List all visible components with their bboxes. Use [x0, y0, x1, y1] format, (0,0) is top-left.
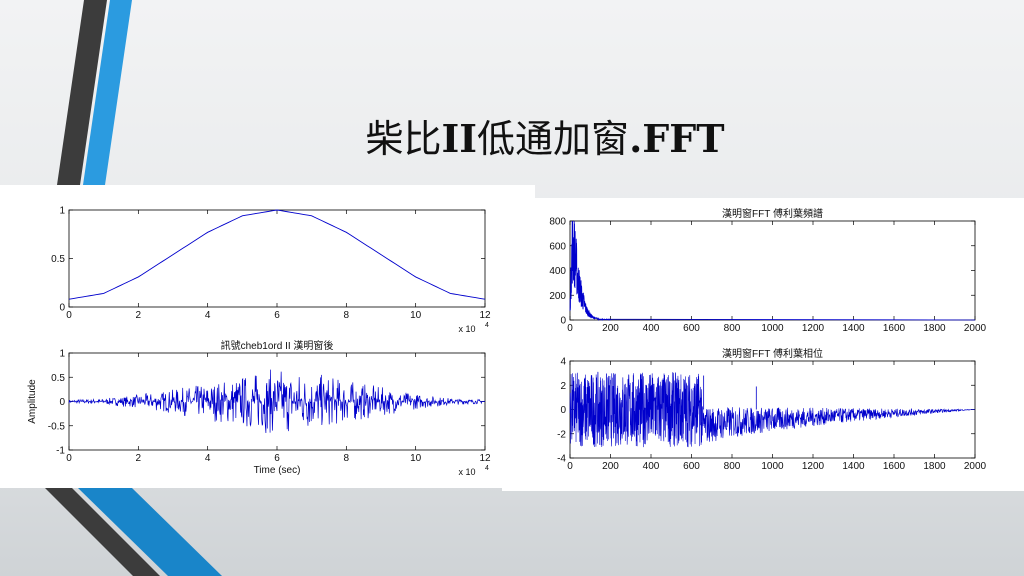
y-tick-label: 4 — [560, 357, 566, 368]
top-dark-stripe — [57, 0, 107, 185]
x-tick-label: 2 — [136, 453, 142, 464]
x-tick-label: 800 — [724, 323, 741, 334]
top-blue-stripe — [83, 0, 132, 185]
title-roman-part: II — [441, 116, 478, 161]
y-tick-label: 600 — [549, 241, 566, 252]
x-tick-label: 6 — [274, 310, 280, 321]
chart-title: 訊號cheb1ord II 漢明窗後 — [221, 339, 334, 352]
y-tick-label: 0.5 — [51, 373, 65, 384]
x-tick-label: 12 — [479, 310, 491, 321]
x-tick-label: 400 — [643, 461, 660, 472]
x-multiplier: x 10 — [458, 324, 475, 334]
series-line-phase — [569, 371, 976, 448]
x-tick-label: 10 — [410, 310, 422, 321]
series-line-spectrum — [569, 220, 976, 321]
x-axis-label: Time (sec) — [254, 465, 301, 476]
right-figure: 0 200 400 600 800 1000 1200 1400 1600 1800 2000020… — [549, 207, 986, 472]
series-line-signal — [68, 369, 486, 433]
x-tick-label: 1200 — [802, 461, 825, 472]
x-tick-label: 4 — [205, 310, 211, 321]
title-cjk-part: 柴比 — [365, 117, 442, 161]
x-tick-label: 0 — [66, 453, 72, 464]
x-tick-label: 800 — [724, 461, 741, 472]
y-tick-label: 2 — [560, 381, 566, 392]
y-tick-label: 0 — [59, 303, 65, 314]
x-tick-label: 6 — [274, 453, 280, 464]
x-exponent: 4 — [485, 322, 489, 329]
y-tick-label: 0 — [560, 405, 566, 416]
plot-frame — [68, 209, 486, 308]
x-tick-label: 1400 — [842, 323, 865, 334]
y-tick-label: -4 — [557, 454, 566, 465]
x-tick-label: 12 — [479, 453, 491, 464]
chart-title: 漢明窗FFT 傅利葉頻譜 — [722, 207, 823, 220]
x-tick-label: 1600 — [883, 461, 906, 472]
bottom-dark-stripe — [45, 488, 160, 576]
x-tick-label: 1000 — [761, 461, 784, 472]
x-tick-label: 8 — [344, 453, 350, 464]
left-figure-panel: 0 2 4 6 8 10 12 0 0.5 1 x 10 4 0 2 4 6 8 10 12 -1 -0.5 0 0.5 1 訊… — [0, 185, 535, 488]
plot-frame — [569, 220, 976, 321]
y-tick-label: -1 — [56, 446, 65, 457]
title-suffix: .FFT — [629, 116, 725, 161]
x-tick-label: 8 — [344, 310, 350, 321]
x-tick-label: 10 — [410, 453, 422, 464]
chart-window: 0 2 4 6 8 10 12 0 0.5 1 x 10 4 — [51, 206, 491, 335]
y-tick-label: -2 — [557, 429, 566, 440]
slide-title: 柴比II低通加窗.FFT — [0, 108, 1024, 163]
x-tick-label: 600 — [683, 461, 700, 472]
y-tick-label: 1 — [59, 206, 65, 217]
y-axis-label: Amplitude — [27, 379, 38, 424]
x-tick-label: 2000 — [964, 323, 987, 334]
series-line-window — [68, 209, 486, 300]
x-tick-label: 200 — [602, 323, 619, 334]
y-tick-label: 0 — [560, 316, 566, 327]
y-tick-label: 0 — [59, 397, 65, 408]
x-tick-label: 1000 — [761, 323, 784, 334]
y-tick-label: -0.5 — [48, 421, 66, 432]
y-tick-label: 800 — [549, 217, 566, 228]
chart-signal: 0 2 4 6 8 10 12 -1 -0.5 0 0.5 1 訊號cheb1ord II 漢明窗後 Ti… — [27, 339, 491, 477]
x-tick-label: 1800 — [923, 461, 946, 472]
x-tick-label: 1200 — [802, 323, 825, 334]
x-tick-label: 200 — [602, 461, 619, 472]
y-tick-label: 400 — [549, 266, 566, 277]
chart-title: 漢明窗FFT 傅利葉相位 — [722, 347, 823, 360]
y-tick-label: 1 — [59, 349, 65, 360]
x-tick-label: 0 — [66, 310, 72, 321]
bottom-blue-stripe — [78, 488, 222, 576]
x-tick-label: 0 — [567, 323, 573, 334]
y-tick-label: 0.5 — [51, 254, 65, 265]
x-tick-label: 400 — [643, 323, 660, 334]
right-figure-panel: 0 200 400 600 800 1000 1200 1400 1600 1800 2000 0 20… — [502, 198, 1024, 491]
title-cjk-part-2: 低通加窗 — [477, 117, 630, 161]
chart-phase: 0 200 400 600 800 1000 1200 1400 1600 1800 2000 -4 -… — [557, 347, 986, 472]
x-exponent: 4 — [485, 465, 489, 472]
x-multiplier: x 10 — [458, 467, 475, 477]
x-tick-label: 0 — [567, 461, 573, 472]
left-figure: 0 2 4 6 8 10 12 0 0.5 1 x 10 4 0 2 4 6 8 10 12 -1 -0.5 0 0.5 1 訊… — [27, 206, 491, 478]
x-tick-label: 4 — [205, 453, 211, 464]
y-tick-label: 200 — [549, 291, 566, 302]
x-tick-label: 1800 — [923, 323, 946, 334]
chart-spectrum: 0 200 400 600 800 1000 1200 1400 1600 1800 2000 0 20… — [549, 207, 986, 334]
x-tick-label: 2 — [136, 310, 142, 321]
x-tick-label: 1600 — [883, 323, 906, 334]
x-tick-label: 2000 — [964, 461, 987, 472]
x-tick-label: 1400 — [842, 461, 865, 472]
x-tick-label: 600 — [683, 323, 700, 334]
